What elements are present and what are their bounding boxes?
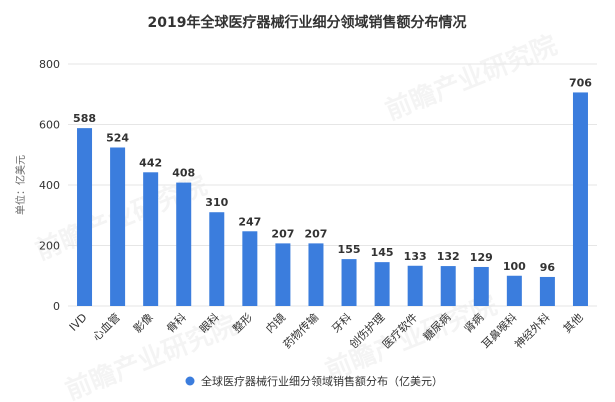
x-tick-label: 神经外科	[512, 310, 553, 351]
x-tick-label: IVD	[67, 311, 90, 334]
bar	[506, 275, 522, 306]
data-label: 129	[470, 251, 493, 264]
legend-marker	[185, 376, 195, 386]
data-label: 155	[338, 243, 361, 256]
bar	[440, 266, 456, 306]
data-label: 706	[569, 76, 592, 89]
data-label: 524	[106, 131, 129, 144]
data-label: 132	[437, 250, 460, 263]
x-tick-label: 心血管	[89, 310, 122, 343]
data-label: 207	[271, 227, 294, 240]
bar	[275, 243, 291, 306]
bar	[407, 265, 423, 306]
bar	[209, 212, 225, 306]
data-label: 310	[205, 196, 228, 209]
data-labels: 588 524 442 408 310 247 207 207 155 145 133 132 129 1…	[73, 76, 592, 274]
bar	[242, 231, 258, 306]
bars	[77, 92, 588, 306]
x-tick-label: 药物传输	[280, 310, 321, 351]
legend: 全球医疗器械行业细分领域销售额分布（亿美元）	[185, 374, 443, 388]
y-tick-label: 0	[53, 300, 60, 313]
data-label: 588	[73, 112, 96, 125]
bar	[539, 276, 555, 306]
bar	[176, 182, 192, 306]
bar	[308, 243, 324, 306]
data-label: 442	[139, 156, 162, 169]
data-label: 207	[304, 227, 327, 240]
data-label: 133	[404, 250, 427, 263]
watermark-text: 前瞻产业研究院	[381, 30, 561, 127]
y-axis-ticks: 0 200 400 600 800	[39, 58, 60, 313]
x-tick-label: 牙科	[329, 310, 354, 335]
bar	[143, 172, 159, 306]
legend-label: 全球医疗器械行业细分领域销售额分布（亿美元）	[201, 374, 443, 388]
bar	[341, 259, 357, 306]
bar	[473, 266, 489, 306]
y-tick-label: 200	[39, 240, 60, 253]
x-tick-label: 影像	[131, 311, 156, 336]
x-tick-label: 其他	[561, 311, 586, 336]
bar	[572, 92, 588, 306]
y-axis-label: 单位：亿美元	[14, 155, 27, 215]
y-tick-label: 800	[39, 58, 60, 71]
y-tick-label: 400	[39, 179, 60, 192]
data-label: 100	[503, 260, 526, 273]
x-tick-label: 内镜	[263, 310, 288, 335]
data-label: 408	[172, 167, 195, 180]
data-label: 247	[238, 215, 261, 228]
bar	[77, 128, 93, 306]
bar	[110, 147, 126, 306]
y-tick-label: 600	[39, 119, 60, 132]
chart-title: 2019年全球医疗器械行业细分领域销售额分布情况	[148, 14, 467, 31]
bar	[374, 262, 390, 306]
data-label: 145	[371, 246, 394, 259]
data-label: 96	[540, 261, 556, 274]
